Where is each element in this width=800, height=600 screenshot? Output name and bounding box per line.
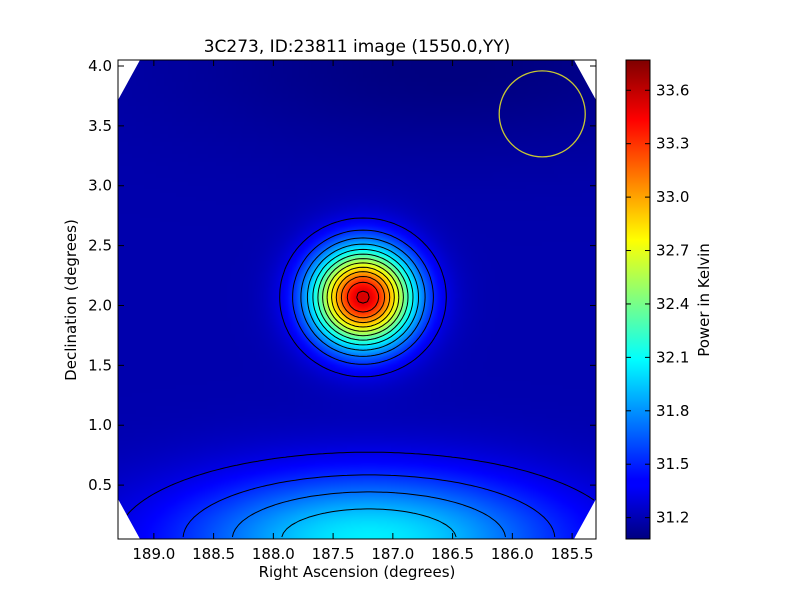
x-axis: 189.0 188.5 188.0 187.5 187.0 186.5 186.0 185.5	[132, 60, 594, 563]
x-tick-label: 187.0	[371, 545, 414, 563]
y-tick-label: 2.0	[88, 296, 112, 314]
contour-lines	[119, 217, 595, 538]
colorbar-tick-label: 32.4	[656, 295, 689, 313]
colorbar	[625, 59, 651, 540]
y-tick-label: 1.5	[88, 356, 112, 374]
corner-mask	[574, 60, 596, 100]
contour-line	[322, 258, 404, 337]
beam-circle	[498, 70, 586, 158]
contour-line	[335, 271, 391, 324]
contour-line	[317, 253, 409, 341]
corner-mask	[118, 60, 140, 100]
colorbar-label: Power in Kelvin	[695, 243, 713, 357]
contour-line	[182, 229, 556, 538]
colorbar-tick-label: 31.5	[656, 455, 689, 473]
colorbar-tick-label: 33.6	[656, 81, 689, 99]
y-tick-label: 1.0	[88, 416, 112, 434]
heatmap-image	[118, 60, 596, 539]
x-tick-label: 188.0	[252, 545, 295, 563]
x-tick-label: 186.5	[431, 545, 474, 563]
colorbar-tick-label: 33.3	[656, 135, 689, 153]
colorbar-tick-label: 32.1	[656, 348, 689, 366]
y-tick-label: 3.0	[88, 177, 112, 195]
contour-line	[356, 290, 370, 304]
corner-mask	[574, 499, 596, 539]
x-tick-label: 189.0	[132, 545, 175, 563]
corner-mask	[118, 499, 140, 539]
plot-frame	[117, 59, 597, 540]
y-tick-label: 3.5	[88, 117, 112, 135]
colorbar-tick-label: 31.2	[656, 509, 689, 527]
y-axis: 0.5 1.0 1.5 2.0 2.5 3.0 3.5 4.0	[88, 57, 596, 494]
y-tick-label: 2.5	[88, 237, 112, 255]
y-tick-label: 4.0	[88, 57, 112, 75]
y-axis-label: Declination (degrees)	[62, 219, 80, 381]
colorbar-tick-label: 33.0	[656, 188, 689, 206]
contour-line	[331, 266, 395, 328]
contour-line	[231, 237, 506, 538]
colorbar-tick-label: 31.8	[656, 402, 689, 420]
colorbar-tick-label: 32.7	[656, 242, 689, 260]
x-tick-label: 185.5	[551, 545, 594, 563]
contour-line	[281, 243, 457, 538]
chart-title: 3C273, ID:23811 image (1550.0,YY)	[204, 37, 511, 57]
contour-line	[340, 276, 386, 319]
x-tick-label: 187.5	[312, 545, 355, 563]
contour-line	[312, 248, 414, 346]
x-tick-label: 188.5	[192, 545, 235, 563]
contour-line	[326, 262, 400, 332]
x-axis-label: Right Ascension (degrees)	[259, 563, 456, 581]
contour-line	[346, 281, 380, 313]
y-tick-label: 0.5	[88, 476, 112, 494]
colorbar-axis: 31.2 31.5 31.8 32.1 32.4 32.7 33.0 33.3 33.6	[626, 81, 689, 527]
x-tick-label: 186.0	[491, 545, 534, 563]
corner-masks	[118, 60, 596, 539]
contour-line	[119, 217, 595, 527]
